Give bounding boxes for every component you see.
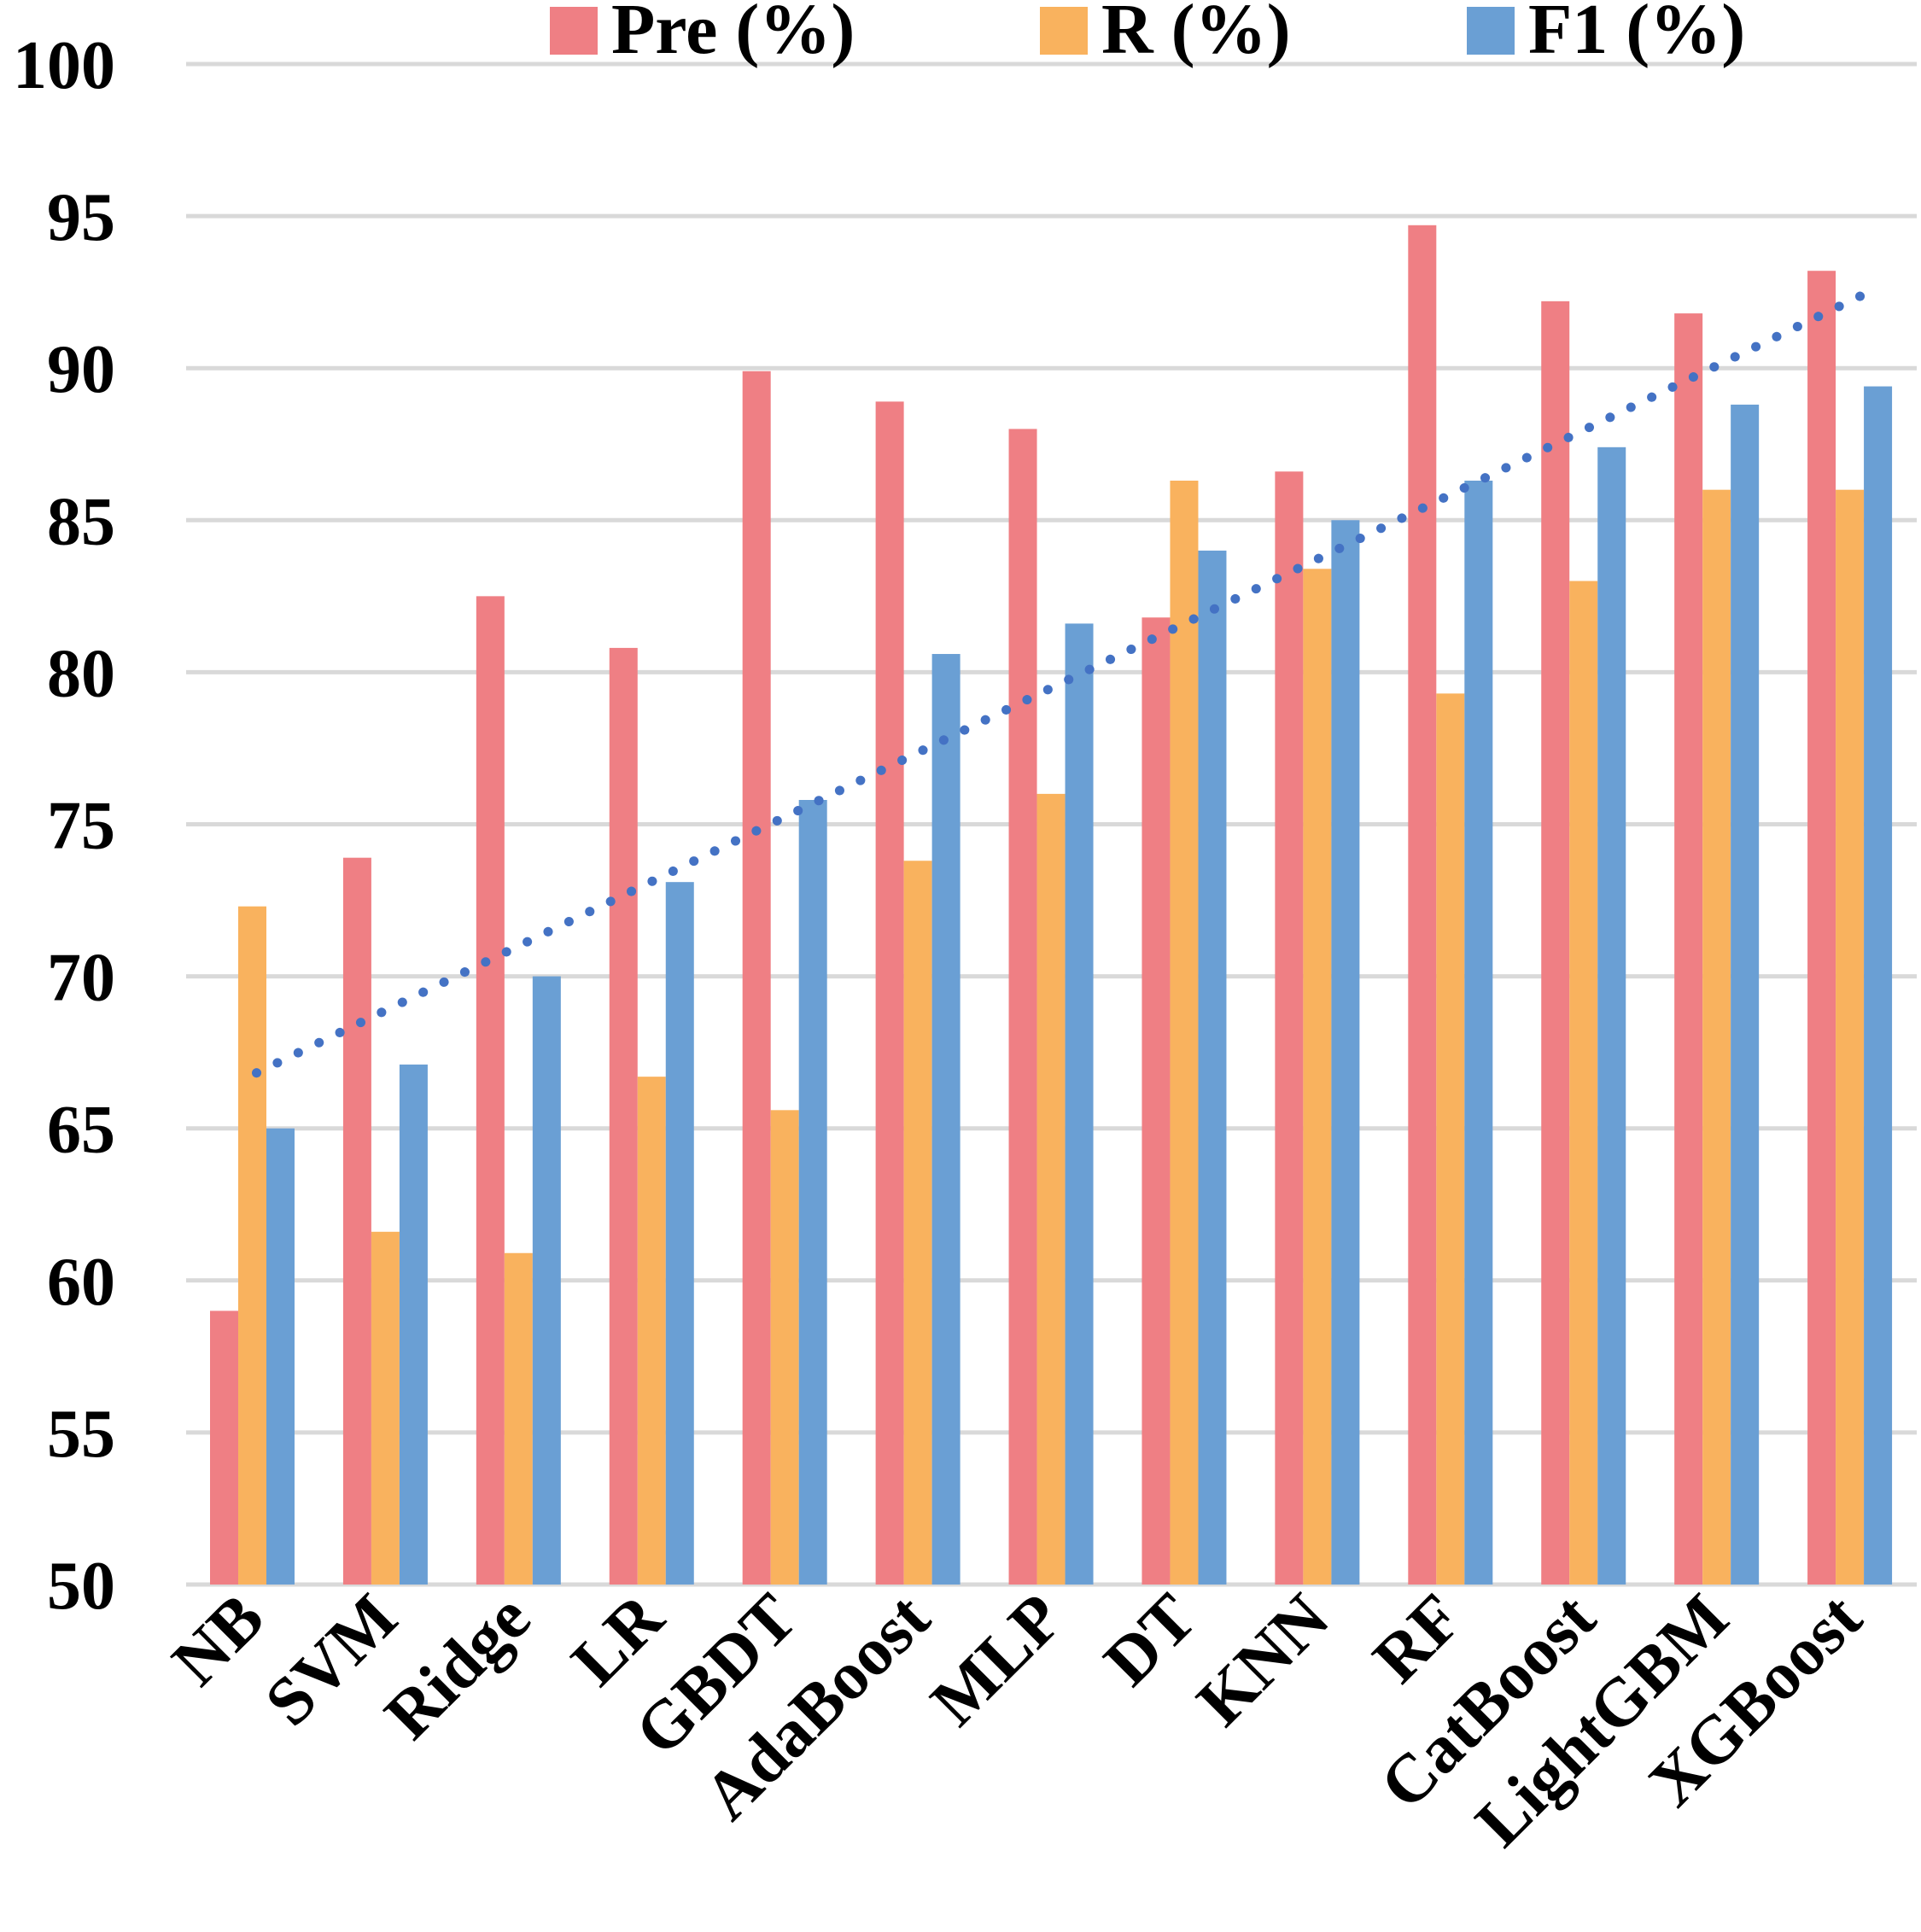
bar-catboost-r [1569, 581, 1598, 1585]
bar-nb-r [238, 906, 266, 1585]
legend-swatch [1467, 7, 1515, 55]
bar-lr-pre [609, 647, 638, 1585]
y-tick-label: 60 [47, 1245, 115, 1320]
y-tick-label: 70 [47, 941, 115, 1016]
y-tick-label: 90 [47, 332, 115, 407]
bar-gbdt-pre [742, 371, 771, 1585]
bar-ridge-r [504, 1252, 533, 1585]
legend-label: Pre (%) [611, 0, 855, 69]
bar-lightgbm-f1 [1731, 404, 1760, 1585]
bar-knn-f1 [1331, 520, 1360, 1585]
bar-lightgbm-pre [1674, 313, 1703, 1585]
bar-svm-pre [342, 857, 371, 1585]
legend-swatch [1040, 7, 1088, 55]
x-category-label: KNN [1183, 1580, 1344, 1741]
y-tick-label: 55 [47, 1397, 115, 1472]
bar-lightgbm-r [1702, 489, 1731, 1585]
bars [210, 225, 1893, 1585]
bar-nb-f1 [266, 1128, 295, 1585]
bar-catboost-f1 [1597, 447, 1626, 1585]
y-tick-label: 65 [47, 1093, 115, 1168]
x-category-label: MLP [917, 1580, 1077, 1741]
legend-label: R (%) [1101, 0, 1291, 69]
bar-ridge-pre [476, 596, 505, 1585]
bar-xgboost-r [1836, 489, 1865, 1585]
bar-svm-r [371, 1231, 400, 1585]
bar-knn-r [1303, 569, 1332, 1585]
bar-nb-pre [210, 1310, 238, 1585]
y-tick-label: 100 [13, 28, 115, 103]
bar-gbdt-f1 [798, 800, 827, 1585]
bar-dt-pre [1142, 617, 1171, 1585]
y-tick-label: 80 [47, 636, 115, 711]
bar-adaboost-pre [875, 401, 904, 1585]
bar-svm-f1 [399, 1064, 428, 1585]
bar-rf-pre [1408, 225, 1437, 1585]
bar-mlp-f1 [1065, 623, 1094, 1585]
bar-mlp-r [1036, 793, 1066, 1585]
bar-dt-r [1170, 480, 1199, 1585]
y-tick-label: 75 [47, 789, 115, 864]
f1-trendline [252, 286, 1877, 1078]
bar-dt-f1 [1198, 550, 1227, 1585]
bar-xgboost-pre [1807, 271, 1836, 1585]
y-tick-label: 50 [47, 1549, 115, 1624]
bar-rf-f1 [1464, 480, 1493, 1585]
legend-swatch [550, 7, 598, 55]
y-axis-ticks: 50 55 60 65 70 75 80 85 90 95 100 [13, 28, 115, 1624]
bar-lr-f1 [665, 882, 694, 1585]
y-tick-label: 95 [47, 180, 115, 255]
bar-ridge-f1 [532, 976, 561, 1585]
bar-xgboost-f1 [1864, 386, 1893, 1585]
bar-rf-r [1436, 693, 1465, 1585]
legend: Pre (%) R (%) F1 (%) [550, 0, 1745, 69]
x-category-label: Ridge [371, 1580, 545, 1754]
bar-lr-r [637, 1077, 666, 1585]
bar-mlp-pre [1008, 429, 1037, 1585]
bar-catboost-pre [1541, 301, 1570, 1585]
bar-gbdt-r [770, 1110, 799, 1585]
bar-adaboost-f1 [931, 654, 960, 1585]
trendline-dots [252, 286, 1877, 1078]
bar-knn-pre [1275, 471, 1304, 1585]
bar-adaboost-r [903, 861, 932, 1585]
legend-label: F1 (%) [1528, 0, 1745, 69]
y-tick-label: 85 [47, 484, 115, 559]
